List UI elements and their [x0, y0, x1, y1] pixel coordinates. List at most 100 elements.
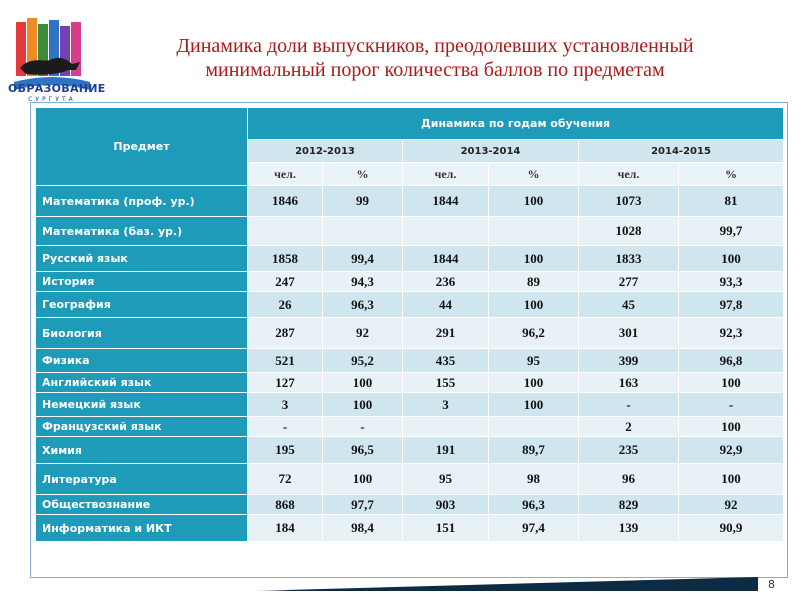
count-cell: 72	[247, 463, 323, 495]
percent-cell: 96,3	[322, 291, 403, 318]
count-cell: 96	[578, 463, 679, 495]
count-cell: 26	[247, 291, 323, 318]
percent-cell: 92,9	[677, 436, 785, 464]
percent-cell: 100	[488, 245, 579, 272]
count-cell: 1833	[578, 245, 679, 272]
percent-cell: 100	[677, 463, 785, 495]
percent-cell: 100	[322, 392, 403, 417]
percent-cell	[488, 416, 579, 437]
percent-cell: 89	[488, 271, 579, 292]
count-cell: 184	[247, 514, 323, 542]
table-row: Французский язык - -2 100	[35, 416, 785, 437]
percent-cell: 96,2	[488, 317, 579, 349]
percent-cell: 92,3	[677, 317, 785, 349]
sub-header: %	[488, 162, 579, 186]
count-cell: 155	[402, 372, 489, 393]
percent-cell: 97,7	[322, 494, 403, 515]
table-row: Русский язык 1858 99,4 1844 100 1833 100	[35, 245, 785, 272]
count-cell: -	[578, 392, 679, 417]
sub-header: %	[322, 162, 403, 186]
percent-cell: 99	[322, 185, 403, 217]
sub-header: %	[677, 162, 785, 186]
count-cell: 151	[402, 514, 489, 542]
percent-cell: 100	[488, 291, 579, 318]
dynamics-header: Динамика по годам обучения	[246, 107, 785, 140]
percent-cell: 97,8	[677, 291, 785, 318]
percent-cell: 96,5	[322, 436, 403, 464]
percent-cell: 100	[677, 416, 785, 437]
subject-cell: Немецкий язык	[35, 392, 248, 417]
count-cell: 1844	[402, 245, 489, 272]
subject-cell: Обществознание	[35, 494, 248, 515]
percent-cell: 97,4	[488, 514, 579, 542]
percent-cell: 100	[488, 185, 579, 217]
table-row: Литература 72 100 95 98 96 100	[35, 463, 785, 495]
count-cell: 1846	[247, 185, 323, 217]
percent-cell: 100	[677, 372, 785, 393]
subject-cell: История	[35, 271, 248, 292]
subject-cell: Русский язык	[35, 245, 248, 272]
year-header: 2014-2015	[577, 139, 785, 163]
count-cell: 247	[247, 271, 323, 292]
percent-cell: 98	[488, 463, 579, 495]
percent-cell	[322, 216, 403, 246]
table-row: Физика 521 95,2 435 95 399 96,8	[35, 348, 785, 373]
count-cell: -	[247, 416, 323, 437]
count-cell: 1073	[578, 185, 679, 217]
count-cell: 45	[578, 291, 679, 318]
percent-cell: 92	[677, 494, 785, 515]
percent-cell: 94,3	[322, 271, 403, 292]
logo-emblem	[14, 18, 90, 90]
percent-cell: 100	[322, 463, 403, 495]
subject-cell: Французский язык	[35, 416, 248, 437]
percent-cell: 99,4	[322, 245, 403, 272]
table-row: Обществознание 868 97,7 903 96,3 829 92	[35, 494, 785, 515]
table-row: Немецкий язык 3 100 3 100- -	[35, 392, 785, 417]
count-cell: 163	[578, 372, 679, 393]
count-cell: 1028	[578, 216, 679, 246]
count-cell: 191	[402, 436, 489, 464]
subject-cell: Математика (баз. ур.)	[35, 216, 248, 246]
subject-header: Предмет	[35, 107, 248, 186]
subject-cell: Информатика и ИКТ	[35, 514, 248, 542]
percent-cell: 96,3	[488, 494, 579, 515]
subject-cell: Биология	[35, 317, 248, 349]
count-cell: 44	[402, 291, 489, 318]
percent-cell: 81	[677, 185, 785, 217]
percent-cell: -	[322, 416, 403, 437]
count-cell: 277	[578, 271, 679, 292]
table-row: География 26 96,3 44 100 45 97,8	[35, 291, 785, 318]
count-cell: 521	[247, 348, 323, 373]
percent-cell: 89,7	[488, 436, 579, 464]
table-row: Информатика и ИКТ 184 98,4 151 97,4 139 90,9	[35, 514, 785, 542]
count-cell: 95	[402, 463, 489, 495]
count-cell: 236	[402, 271, 489, 292]
count-cell: 3	[247, 392, 323, 417]
count-cell: 235	[578, 436, 679, 464]
count-cell: 139	[578, 514, 679, 542]
year-header: 2012-2013	[247, 139, 403, 163]
page-number: 8	[768, 578, 775, 591]
subject-cell: География	[35, 291, 248, 318]
percent-cell: 100	[322, 372, 403, 393]
table-row: Математика (баз. ур.) 1028 99,7	[35, 216, 785, 246]
title-line-1: Динамика доли выпускников, преодолевших …	[176, 35, 694, 57]
table-row: Английский язык 127 100 155 100 163 100	[35, 372, 785, 393]
count-cell: 903	[402, 494, 489, 515]
slide-title: Динамика доли выпускников, преодолевших …	[120, 34, 750, 82]
percent-cell: -	[677, 392, 785, 417]
percent-cell	[488, 216, 579, 246]
percent-cell: 100	[677, 245, 785, 272]
percent-cell: 100	[488, 372, 579, 393]
subject-cell: Физика	[35, 348, 248, 373]
percent-cell: 100	[488, 392, 579, 417]
percent-cell: 96,8	[677, 348, 785, 373]
subject-cell: Литература	[35, 463, 248, 495]
sub-header: чел.	[578, 162, 679, 186]
percent-cell: 99,7	[677, 216, 785, 246]
logo-title: ОБРАЗОВАНИЕ	[8, 82, 106, 95]
title-line-2: минимальный порог количества баллов по п…	[205, 59, 665, 81]
count-cell: 301	[578, 317, 679, 349]
table-row: Биология 287 92 291 96,2 301 92,3	[35, 317, 785, 349]
sub-header: чел.	[402, 162, 489, 186]
